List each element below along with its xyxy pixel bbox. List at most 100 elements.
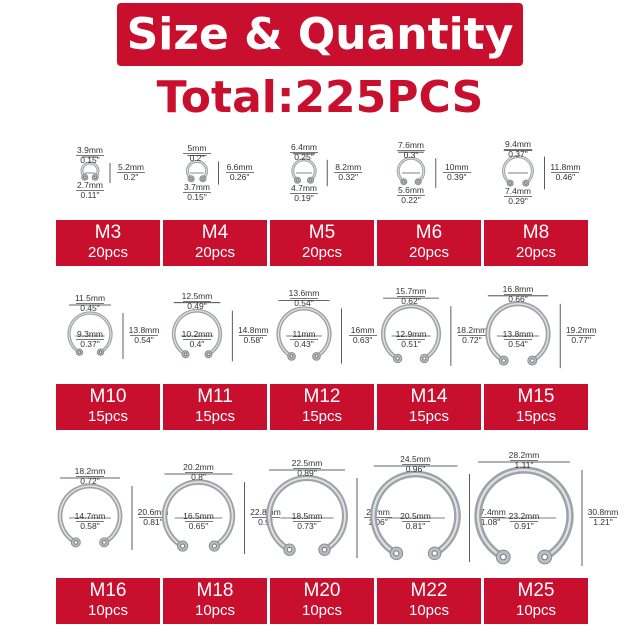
ring-lug-hole: [101, 540, 107, 545]
inner-diameter-mm: 9.3mm: [77, 329, 103, 339]
size-label: M6 20pcs: [377, 220, 481, 266]
size-name: M10: [89, 386, 127, 407]
outer-diameter: 15.7mm 0.62": [385, 287, 437, 306]
size-label: M14 15pcs: [377, 384, 481, 430]
inner-diameter: 7.4mm 0.29": [492, 187, 544, 206]
outer-diameter: 28.2mm 1.11": [498, 451, 550, 470]
ring-lug-hole: [83, 175, 87, 180]
inner-diameter: 3.7mm 0.15": [171, 181, 223, 202]
free-height: 5.2mm 0.2": [111, 163, 151, 182]
inner-diameter-mm: 4.7mm: [291, 183, 317, 194]
size-quantity: 10pcs: [515, 602, 557, 619]
free-height: 19.2mm 0.77": [561, 326, 601, 345]
size-quantity: 20pcs: [301, 244, 343, 261]
inner-diameter-mm: 13.8mm: [502, 329, 534, 339]
ring-highlight: [277, 307, 331, 358]
size-name: M11: [197, 386, 233, 407]
outer-diameter-in: 0.96": [401, 464, 430, 474]
free-height-mm: 6.6mm: [226, 162, 253, 172]
free-height-mm: 22.8mm: [250, 507, 281, 517]
outer-diameter-in: 0.2": [183, 153, 211, 163]
outer-diameter-in: 0.8": [184, 472, 213, 482]
inner-diameter: 4.7mm 0.19": [278, 184, 330, 203]
ring-highlight: [59, 485, 121, 545]
free-height-mm: 27.4mm: [475, 507, 506, 517]
free-height-in: 0.26": [225, 172, 254, 182]
inner-diameter-in: 0.54": [504, 339, 532, 349]
size-name: M25: [517, 580, 555, 601]
size-quantity: 10pcs: [87, 602, 129, 619]
free-height-in: 1.06": [364, 517, 392, 527]
inner-diameter-mm: 14.7mm: [74, 511, 106, 521]
retaining-ring-icon: [265, 469, 358, 558]
inner-diameter-in: 0.4": [183, 339, 211, 349]
inner-diameter-mm: 12.9mm: [395, 329, 427, 339]
retaining-ring-icon: [396, 151, 437, 188]
free-height: 14.8mm 0.58": [233, 326, 273, 345]
ring-highlight: [68, 312, 112, 354]
free-height-mm: 8.2mm: [335, 162, 362, 172]
inner-diameter-mm: 3.7mm: [184, 181, 210, 192]
retaining-ring-icon: [57, 477, 133, 550]
outer-diameter-in: 0.66": [504, 293, 532, 304]
ring-highlight: [173, 310, 221, 356]
ring-highlight: [503, 156, 533, 185]
outer-diameter: 12.5mm 0.49": [171, 291, 223, 311]
free-height: 13.8mm 0.54": [124, 326, 164, 345]
outer-diameter-mm: 13.6mm: [288, 288, 320, 299]
ring-lug-hole: [422, 356, 427, 361]
outer-diameter-mm: 3.9mm: [77, 145, 103, 155]
retaining-ring-icon: [485, 295, 561, 369]
inner-diameter: 23.2mm 0.91": [498, 512, 550, 531]
size-name: M3: [94, 222, 122, 243]
inner-diameter-in: 0.58": [76, 521, 104, 531]
outer-diameter: 24.5mm 0.96": [390, 455, 442, 474]
inner-diameter-in: 0.22": [397, 194, 425, 205]
size-label: M18 10pcs: [163, 578, 267, 624]
size-name: M5: [308, 222, 336, 243]
ring-lug-hole: [308, 178, 313, 182]
outer-diameter: 6.4mm 0.25": [278, 141, 330, 162]
ring-lug-hole: [314, 354, 319, 359]
ring-lug-hole: [201, 177, 205, 181]
free-height: 6.6mm 0.26": [220, 163, 260, 182]
ring-highlight: [186, 160, 208, 181]
outer-diameter-in: 0.62": [397, 296, 425, 306]
free-height: 11.8mm 0.46": [545, 163, 585, 182]
ring-lug-hole: [499, 553, 507, 561]
free-height-in: 1.21": [589, 517, 617, 527]
inner-diameter-mm: 18.5mm: [291, 511, 323, 521]
inner-diameter: 20.5mm 0.81": [390, 512, 442, 531]
size-name: M15: [517, 386, 555, 407]
free-height-mm: 11.8mm: [550, 162, 581, 172]
outer-diameter-in: 0.37": [504, 148, 532, 159]
outer-diameter-in: 0.45": [76, 303, 104, 313]
size-name: M16: [89, 580, 127, 601]
free-height-in: 0.46": [551, 172, 580, 182]
ring-lug-hole: [211, 543, 217, 549]
inner-diameter-in: 0.73": [293, 521, 321, 531]
inner-diameter: 16.5mm 0.65": [173, 512, 225, 531]
ring-lug-hole: [286, 546, 293, 553]
size-quantity: 15pcs: [408, 408, 450, 425]
inner-diameter-in: 0.19": [290, 193, 318, 203]
ring-lug-hole: [395, 356, 400, 361]
inner-diameter-mm: 10.2mm: [181, 329, 213, 339]
inner-diameter-in: 0.65": [184, 521, 213, 531]
outer-diameter-mm: 16.8mm: [502, 283, 534, 294]
outer-diameter-mm: 28.2mm: [508, 450, 540, 460]
size-name: M4: [201, 222, 229, 243]
outer-diameter-mm: 11.5mm: [74, 293, 106, 303]
inner-diameter: 11mm 0.43": [278, 330, 330, 349]
free-height-in: 0.58": [239, 335, 268, 345]
outer-diameter-in: 0.89": [293, 468, 321, 478]
retaining-ring-icon: [370, 465, 470, 562]
retaining-ring-icon: [291, 153, 328, 187]
retaining-ring-icon: [67, 304, 124, 359]
total-quantity: Total:225PCS: [156, 72, 484, 123]
inner-diameter-in: 0.15": [183, 191, 211, 202]
inner-diameter: 2.7mm 0.11": [64, 181, 116, 200]
outer-diameter: 22.5mm 0.89": [281, 459, 333, 478]
free-height-mm: 5.2mm: [118, 162, 144, 172]
outer-diameter-mm: 6.4mm: [291, 141, 317, 152]
